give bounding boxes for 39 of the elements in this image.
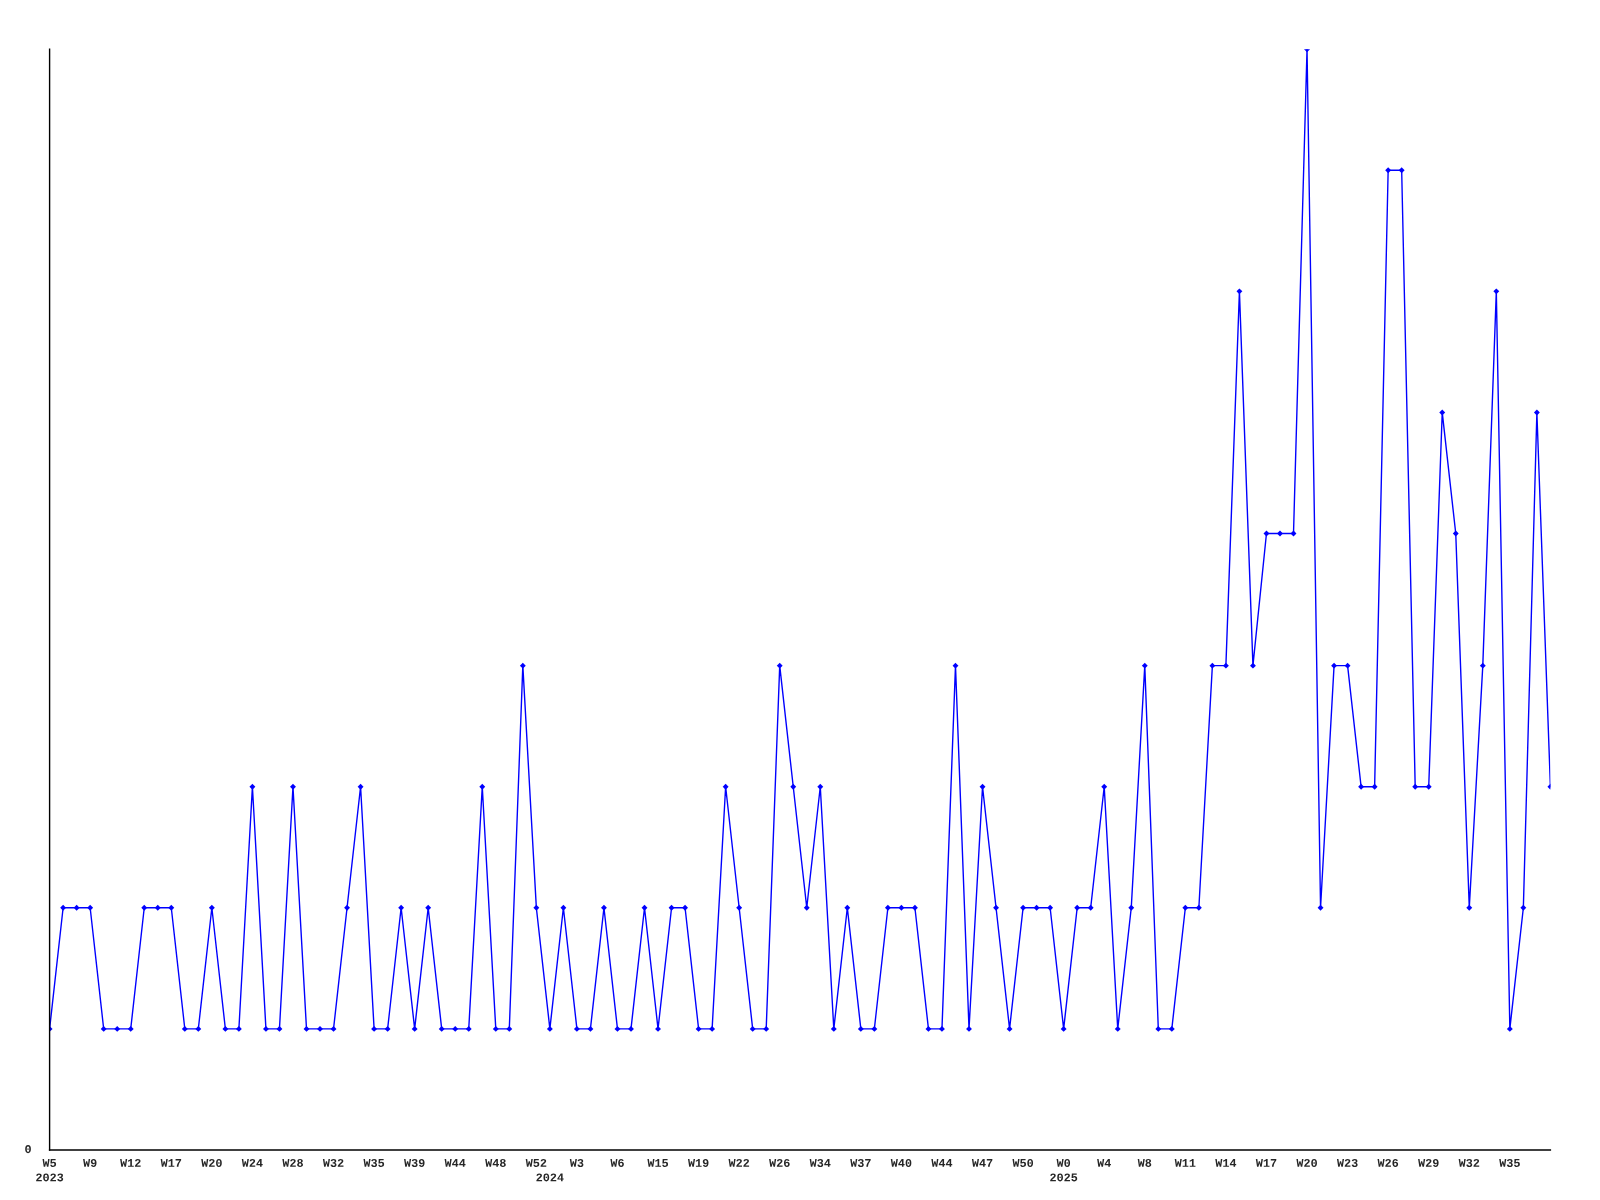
x-tick-label: W24: [241, 1158, 263, 1167]
x-tick-label: W52: [525, 1158, 547, 1167]
x-tick-label: W20: [1296, 1158, 1317, 1167]
x-tick-label: W14: [1215, 1159, 1237, 1167]
x-tick-label: W0 2025: [1050, 1158, 1078, 1182]
x-tick-label: W4: [1097, 1159, 1111, 1167]
x-tick-label: W28: [282, 1158, 303, 1167]
x-tick-label: W39: [404, 1158, 425, 1167]
x-tick-label: W15: [647, 1159, 669, 1167]
x-tick-label: W48: [485, 1158, 506, 1167]
x-tick-label: 2024: [536, 1173, 564, 1182]
x-tick-label: W17: [1255, 1159, 1277, 1167]
x-tick-label: W44: [931, 1159, 953, 1167]
x-tick-label: W17: [160, 1159, 182, 1167]
x-tick-label: W11: [1174, 1159, 1196, 1167]
x-tick-label: W35: [363, 1158, 385, 1167]
x-tick-label: W8: [1137, 1158, 1152, 1167]
x-tick-label: W26: [769, 1158, 790, 1167]
x-tick-label: W34: [809, 1158, 831, 1167]
x-tick-label: W37: [850, 1158, 871, 1167]
x-tick-label: W32: [322, 1158, 344, 1167]
x-tick-label: W6: [610, 1158, 624, 1167]
x-tick-label: W12: [120, 1158, 141, 1167]
x-tick-label: W35: [1499, 1158, 1520, 1167]
x-tick-label: W26: [1377, 1158, 1399, 1167]
text: 0: [25, 1145, 31, 1154]
x-tick-label: W32: [1458, 1158, 1480, 1167]
x-tick-label: W3: [569, 1158, 584, 1167]
x-tick-label: W44: [444, 1159, 466, 1167]
x-tick-label: W29: [1418, 1158, 1439, 1167]
x-tick-label: W23: [1336, 1158, 1358, 1167]
x-tick-label: W22: [728, 1158, 750, 1167]
x-tick-label: W47: [971, 1159, 993, 1167]
x-tick-label: W20: [201, 1158, 222, 1167]
x-tick-label: W40: [890, 1158, 912, 1167]
x-tick-label: W19: [687, 1158, 709, 1167]
x-tick-label: W50: [1012, 1158, 1034, 1167]
x-tick-label: W9: [83, 1158, 97, 1167]
x-tick-label: W5 2023: [36, 1159, 64, 1182]
